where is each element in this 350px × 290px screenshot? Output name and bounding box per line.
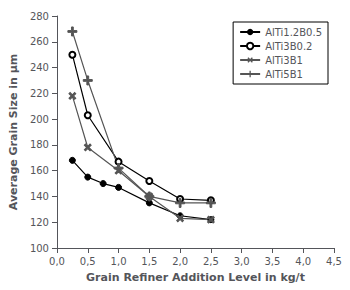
svg-text:4,0: 4,0 [295, 256, 311, 267]
svg-text:140: 140 [30, 191, 49, 202]
svg-text:260: 260 [30, 36, 49, 47]
svg-text:AlTi3B1: AlTi3B1 [265, 55, 303, 66]
svg-text:220: 220 [30, 88, 49, 99]
svg-text:AlTi1.2B0.5: AlTi1.2B0.5 [265, 27, 322, 38]
svg-text:2,5: 2,5 [203, 256, 219, 267]
svg-text:2,0: 2,0 [172, 256, 188, 267]
svg-text:0,5: 0,5 [80, 256, 96, 267]
svg-text:3,0: 3,0 [234, 256, 250, 267]
svg-text:AlTi5B1: AlTi5B1 [265, 69, 303, 80]
svg-text:1,0: 1,0 [111, 256, 127, 267]
svg-text:100: 100 [30, 243, 49, 254]
svg-text:Average Grain Size in μm: Average Grain Size in μm [7, 54, 20, 210]
svg-text:180: 180 [30, 139, 49, 150]
svg-text:1,5: 1,5 [141, 256, 157, 267]
svg-text:0,0: 0,0 [49, 256, 65, 267]
svg-text:3,5: 3,5 [264, 256, 280, 267]
svg-text:240: 240 [30, 62, 49, 73]
svg-text:280: 280 [30, 11, 49, 22]
svg-text:120: 120 [30, 217, 49, 228]
svg-text:200: 200 [30, 114, 49, 125]
svg-text:160: 160 [30, 165, 49, 176]
svg-text:4,5: 4,5 [326, 256, 342, 267]
svg-text:AlTi3B0.2: AlTi3B0.2 [265, 41, 312, 52]
svg-text:Grain Refiner Addition Level i: Grain Refiner Addition Level in kg/t [86, 271, 305, 284]
